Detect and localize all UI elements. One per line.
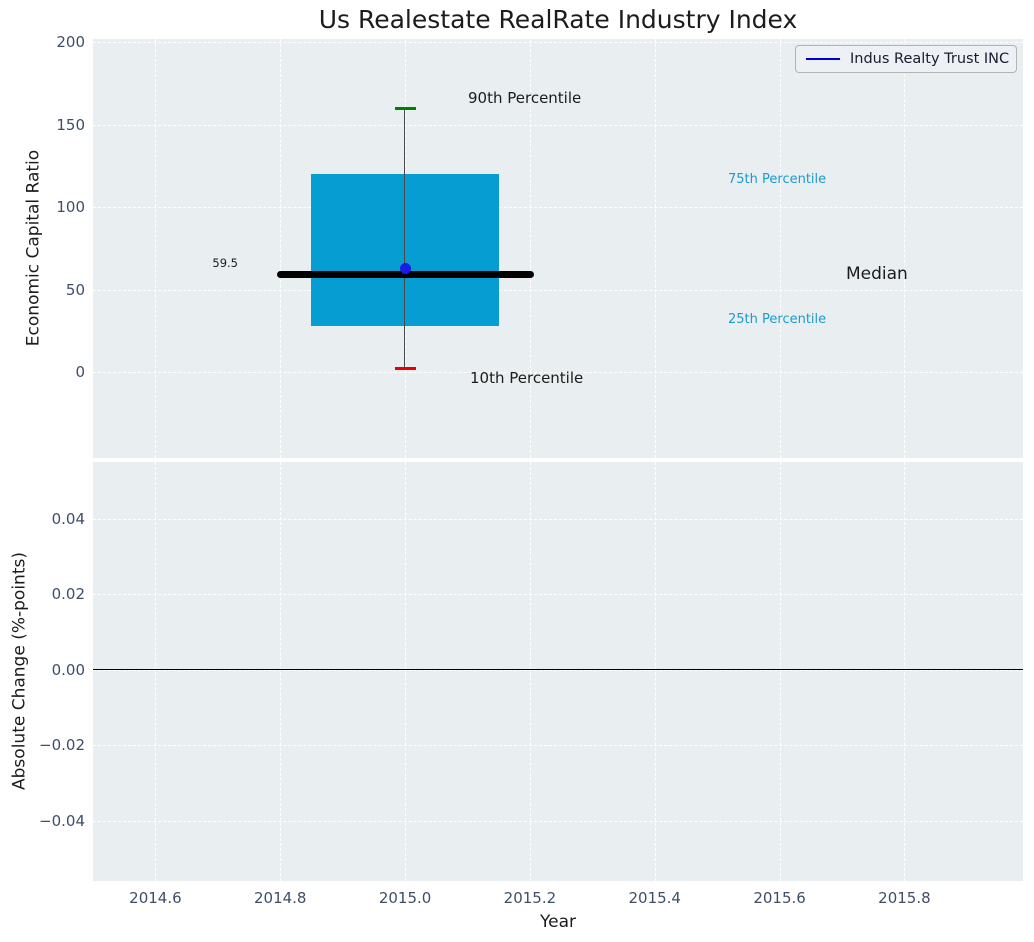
h-gridline	[93, 42, 1023, 44]
zero-line	[93, 668, 1023, 671]
median-annotation: Median	[846, 263, 908, 284]
v-gridline	[904, 462, 906, 881]
top-y-axis-label: Economic Capital Ratio	[23, 149, 43, 347]
whisker-line	[404, 108, 406, 369]
h-gridline	[93, 124, 1023, 126]
median-value-label: 59.5	[212, 256, 238, 271]
v-gridline	[779, 462, 781, 881]
h-gridline	[93, 745, 1023, 747]
bottom-axes	[93, 462, 1023, 881]
p90-cap	[394, 106, 416, 110]
v-gridline	[529, 462, 531, 881]
y-tick-label: 100	[56, 198, 85, 217]
legend: Indus Realty Trust INC	[795, 45, 1017, 73]
x-tick-label: 2015.0	[378, 889, 432, 907]
company-marker	[399, 262, 411, 274]
v-gridline	[654, 462, 656, 881]
y-tick-label: −0.02	[39, 736, 85, 755]
v-gridline	[405, 462, 407, 881]
v-gridline	[529, 39, 531, 458]
v-gridline	[155, 39, 157, 458]
h-gridline	[93, 207, 1023, 209]
y-tick-label: 50	[65, 280, 85, 299]
x-tick-label: 2015.6	[753, 889, 806, 907]
median-line	[276, 270, 534, 278]
v-gridline	[280, 39, 282, 458]
p75-annotation: 75th Percentile	[728, 171, 827, 187]
h-gridline	[93, 372, 1023, 374]
x-tick-label: 2015.4	[628, 889, 681, 907]
v-gridline	[904, 39, 906, 458]
y-tick-label: −0.04	[39, 811, 85, 830]
v-gridline	[155, 462, 157, 881]
x-axis-label: Year	[540, 912, 576, 932]
p10-annotation: 10th Percentile	[470, 369, 584, 388]
x-tick-label: 2015.2	[503, 889, 557, 907]
v-gridline	[280, 462, 282, 881]
legend-entry-label: Indus Realty Trust INC	[850, 51, 1010, 67]
p90-annotation: 90th Percentile	[468, 88, 582, 107]
v-gridline	[654, 39, 656, 458]
h-gridline	[93, 518, 1023, 520]
y-tick-label: 0.00	[51, 660, 85, 679]
chart-title: Us Realestate RealRate Industry Index	[318, 5, 798, 34]
v-gridline	[779, 39, 781, 458]
y-tick-label: 0.02	[51, 585, 85, 604]
y-tick-label: 200	[56, 33, 85, 52]
p10-cap	[394, 367, 416, 371]
x-tick-label: 2014.6	[129, 889, 182, 907]
legend-line-sample-icon	[806, 57, 840, 61]
h-gridline	[93, 594, 1023, 596]
x-tick-label: 2015.8	[878, 889, 931, 907]
y-tick-label: 0.04	[51, 509, 85, 528]
h-gridline	[93, 289, 1023, 291]
y-tick-label: 0	[75, 363, 85, 382]
top-axes: 59.5 90th Percentile 10th Percentile 75th P…	[93, 39, 1023, 458]
h-gridline	[93, 820, 1023, 822]
y-tick-label: 150	[56, 115, 85, 134]
x-tick-label: 2014.8	[253, 889, 307, 907]
p25-annotation: 25th Percentile	[728, 311, 827, 327]
